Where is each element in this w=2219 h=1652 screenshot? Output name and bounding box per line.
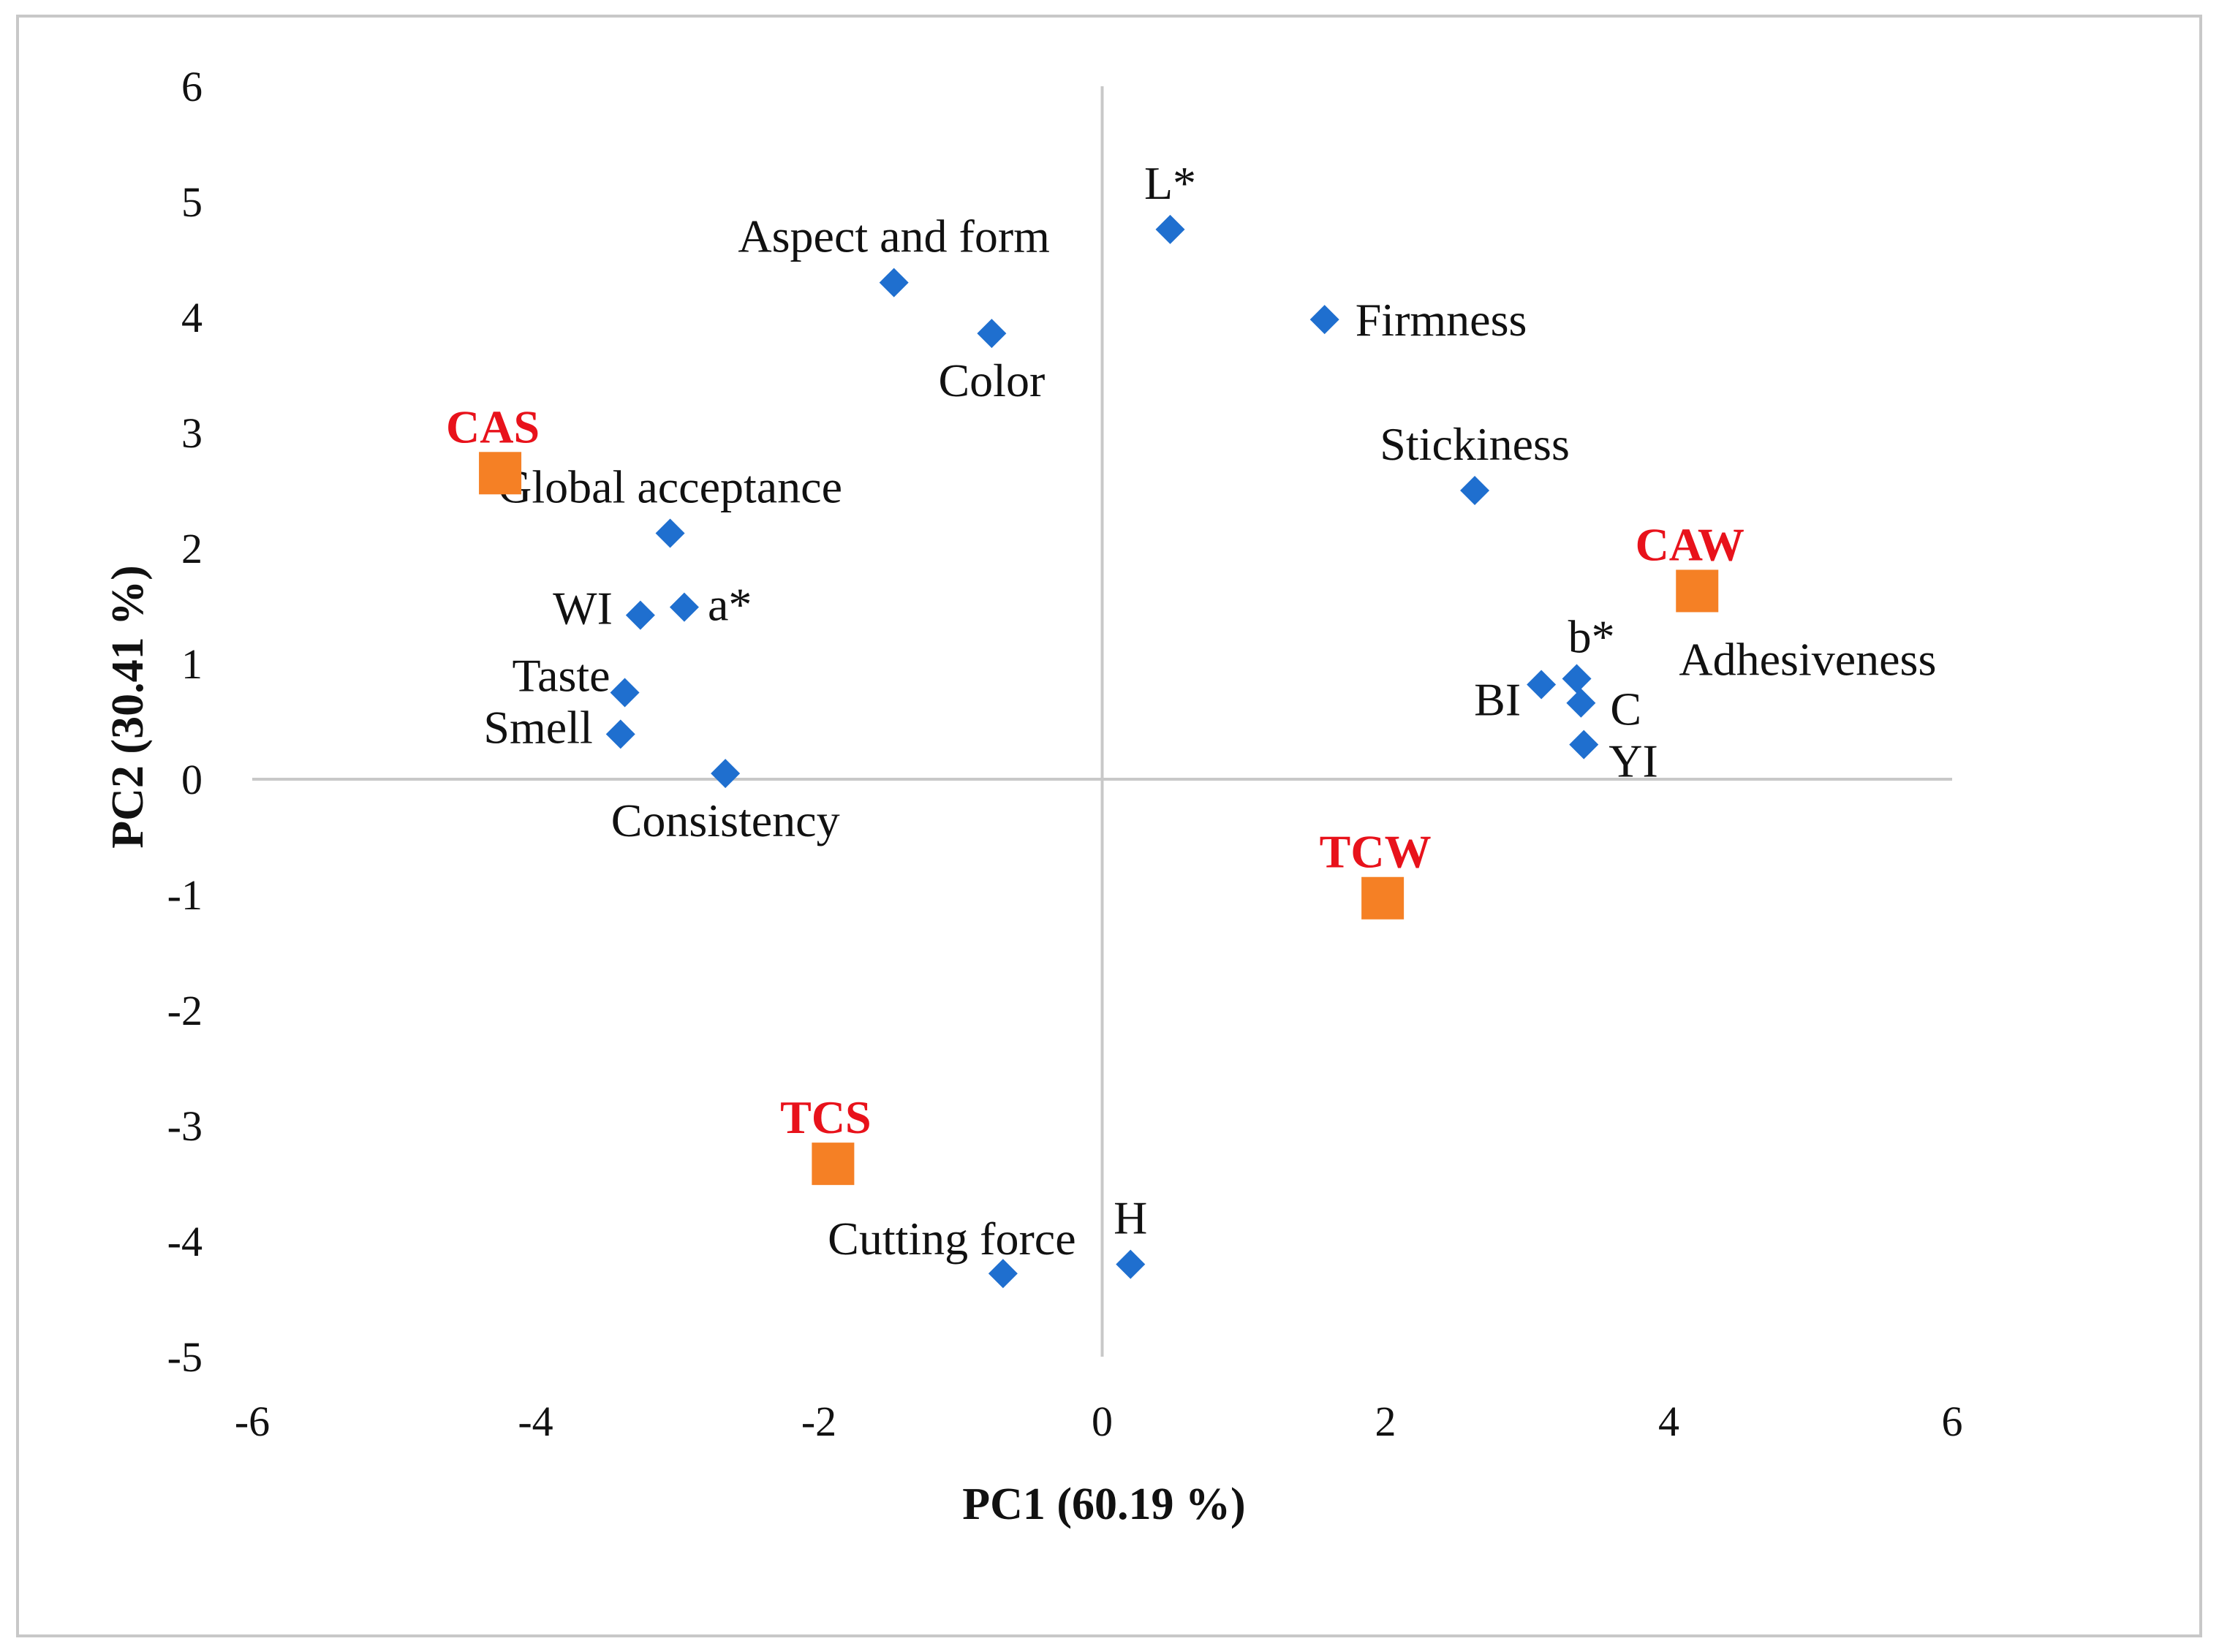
y-tick-label: -5 — [167, 1333, 203, 1381]
variable-point-a — [669, 592, 699, 622]
variable-label-stickiness: Stickiness — [1380, 418, 1570, 470]
y-tick-label: -1 — [167, 871, 203, 919]
annotation-adhesiveness: Adhesiveness — [1679, 633, 1936, 685]
variable-label-b: b* — [1568, 611, 1615, 663]
variable-label-global-acceptance: Global acceptance — [498, 461, 842, 512]
sample-label-cas: CAS — [446, 401, 540, 452]
y-tick-label: -2 — [167, 987, 203, 1034]
variable-point-global-acceptance — [655, 518, 685, 548]
variable-label-aspect-and-form: Aspect and form — [738, 211, 1050, 262]
y-tick-labels: -5 -4 -3 -2 -1 0 1 2 3 4 5 6 — [167, 63, 203, 1381]
variable-label-cutting-force: Cutting force — [828, 1213, 1076, 1265]
y-tick-label: 5 — [181, 178, 203, 226]
sample-point-caw — [1676, 569, 1719, 613]
x-tick-label: -6 — [235, 1398, 270, 1445]
variable-label-a: a* — [708, 579, 752, 631]
variable-label-color: Color — [938, 355, 1045, 406]
variable-label-smell: Smell — [483, 701, 592, 753]
y-tick-label: 2 — [181, 525, 203, 572]
y-tick-label: 3 — [181, 409, 203, 457]
x-tick-label: -2 — [801, 1398, 836, 1445]
variable-label-consistency: Consistency — [611, 795, 840, 846]
sample-point-tcw — [1361, 876, 1405, 920]
variable-label-bi: BI — [1474, 673, 1521, 725]
axes — [252, 86, 1952, 1357]
y-tick-label: 1 — [181, 640, 203, 688]
variable-point-wi — [625, 600, 655, 630]
variable-point-firmness — [1309, 305, 1339, 335]
variable-point-c — [1566, 688, 1596, 718]
x-tick-label: 0 — [1092, 1398, 1113, 1445]
variable-label-firmness: Firmness — [1356, 294, 1527, 346]
variable-point-smell — [605, 719, 635, 749]
sample-label-caw: CAW — [1636, 518, 1744, 570]
variable-point-cutting-force — [988, 1259, 1018, 1289]
variable-point-taste — [610, 678, 640, 708]
x-tick-labels: -6 -4 -2 0 2 4 6 — [235, 1398, 1963, 1445]
sample-point-cas — [479, 452, 522, 495]
variable-point-bi — [1527, 670, 1557, 700]
y-tick-label: 6 — [181, 63, 203, 110]
sample-label-tcw: TCW — [1320, 826, 1432, 878]
variable-label-yi: YI — [1609, 735, 1658, 787]
x-tick-label: 2 — [1375, 1398, 1396, 1445]
variable-label-h: H — [1114, 1192, 1147, 1244]
sample-label-tcs: TCS — [780, 1091, 872, 1143]
variable-point-h — [1116, 1249, 1146, 1279]
y-tick-label: -4 — [167, 1218, 203, 1265]
variable-point-yi — [1569, 730, 1599, 759]
x-tick-label: 6 — [1942, 1398, 1963, 1445]
chart-frame — [16, 15, 2202, 1637]
data-marks: L* Aspect and form Color Firmness Stickiness… — [446, 157, 1936, 1289]
x-axis-title: PC1 (60.19 %) — [962, 1479, 1245, 1529]
variable-point-consistency — [711, 759, 741, 789]
variable-label-taste: Taste — [512, 650, 610, 702]
y-tick-label: -3 — [167, 1102, 203, 1150]
variable-point-aspect-and-form — [879, 268, 909, 298]
variable-label-c: C — [1610, 683, 1641, 735]
variable-point-color — [977, 319, 1007, 349]
y-tick-label: 4 — [181, 294, 203, 341]
x-tick-label: 4 — [1658, 1398, 1679, 1445]
y-axis-title: PC2 (30.41 %) — [103, 565, 153, 848]
x-tick-label: -4 — [518, 1398, 553, 1445]
variable-point-b — [1562, 664, 1592, 694]
variable-label-wi: WI — [553, 583, 613, 634]
sample-point-tcs — [812, 1143, 855, 1186]
variable-label-l: L* — [1144, 157, 1196, 209]
y-tick-label: 0 — [181, 756, 203, 803]
variable-point-stickiness — [1460, 476, 1490, 505]
variable-point-l — [1155, 214, 1185, 244]
